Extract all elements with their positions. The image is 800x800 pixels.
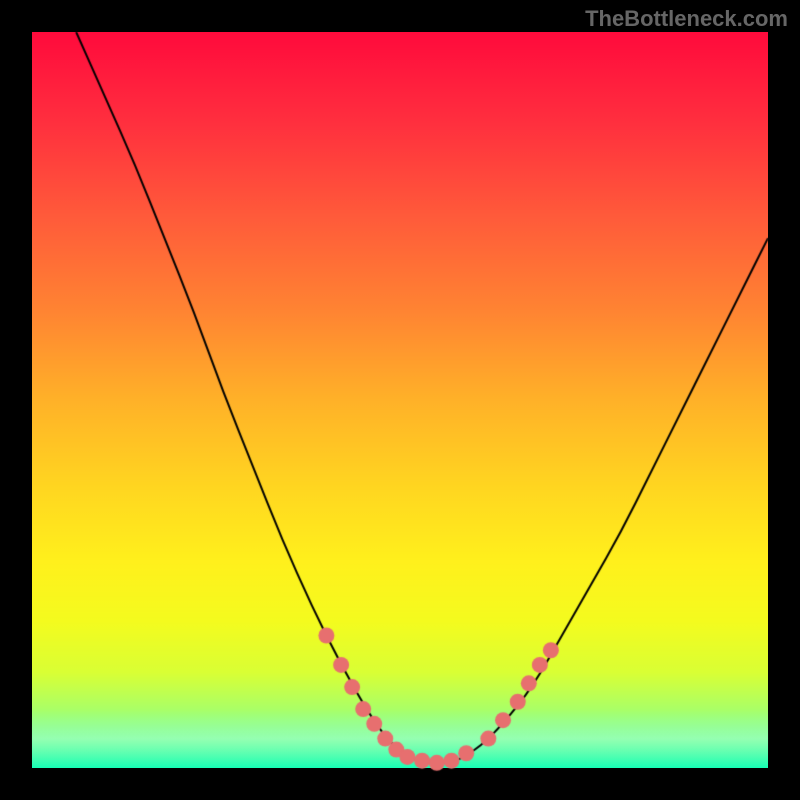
watermark-text: TheBottleneck.com (585, 6, 788, 32)
bottleneck-curve-chart (0, 0, 800, 800)
